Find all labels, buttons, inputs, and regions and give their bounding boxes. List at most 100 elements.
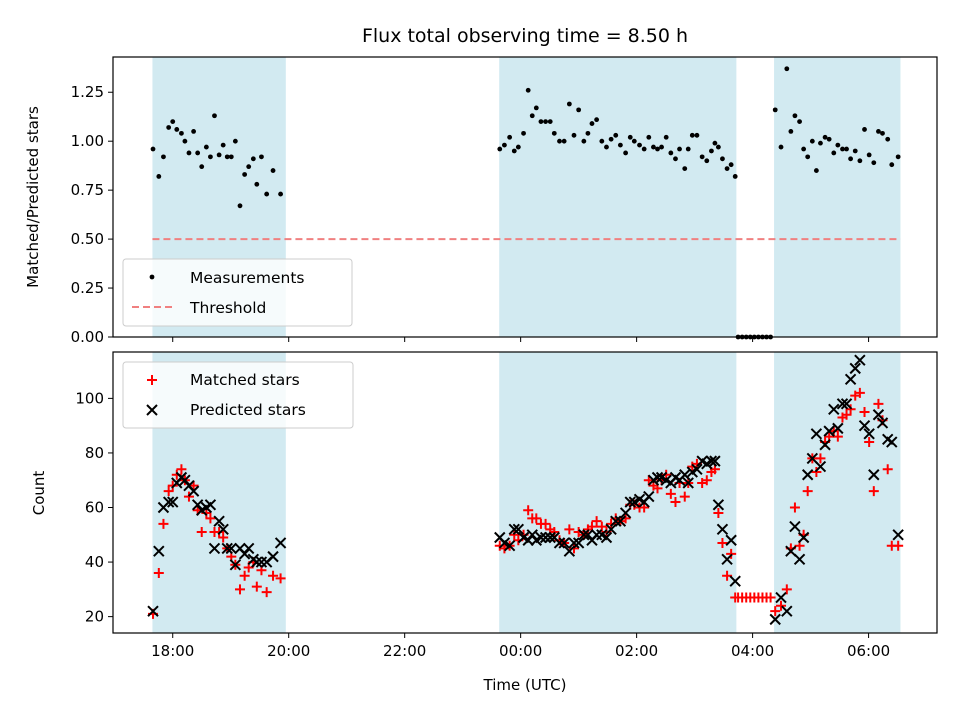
- matched-star-point: [832, 431, 843, 442]
- measurement-point: [581, 138, 587, 144]
- measurement-point: [561, 138, 567, 144]
- measurement-point: [788, 129, 794, 134]
- matched-star-point: [859, 407, 870, 418]
- x-tick-label: 20:00: [267, 642, 310, 660]
- measurement-point: [813, 168, 819, 173]
- matched-star-point: [163, 486, 174, 497]
- matched-star-point: [802, 486, 813, 497]
- measurement-point: [529, 113, 535, 119]
- predicted-star-point: [643, 490, 655, 503]
- predicted-star-point: [785, 545, 797, 557]
- matched-star-point: [713, 507, 724, 518]
- measurement-point: [848, 156, 853, 162]
- predicted-star-point: [814, 460, 827, 473]
- measurement-point: [216, 152, 222, 158]
- predicted-star-point: [725, 534, 737, 546]
- predicted-star-point: [801, 469, 814, 481]
- x-tick-label: 22:00: [383, 642, 426, 660]
- predicted-star-point: [255, 556, 268, 568]
- predicted-star-point: [691, 463, 703, 476]
- measurement-point: [270, 168, 276, 173]
- matched-star-point: [815, 453, 826, 464]
- predicted-star-point: [712, 499, 725, 511]
- predicted-star-point: [682, 477, 694, 489]
- measurement-point: [507, 134, 513, 140]
- predicted-star-point: [614, 515, 627, 527]
- count-panel-frame: [112, 351, 938, 634]
- matched-star-point: [868, 486, 879, 497]
- matched-star-point: [183, 491, 194, 502]
- measurement-point: [604, 144, 609, 150]
- measurement-point: [543, 119, 548, 125]
- measurement-point: [521, 130, 526, 136]
- predicted-star-point: [709, 455, 721, 467]
- measurement-point: [805, 154, 811, 160]
- predicted-star-point: [854, 354, 866, 366]
- y-tick-label: 60: [85, 499, 104, 517]
- x-axis-label: Time (UTC): [483, 676, 567, 694]
- x-tick-label: 02:00: [615, 642, 658, 660]
- matched-star-point: [234, 584, 245, 595]
- matched-star-point: [596, 521, 607, 532]
- predicted-star-point: [849, 362, 861, 375]
- matched-star-point: [882, 464, 893, 475]
- measurement-point: [641, 146, 647, 152]
- matched-star-point: [153, 567, 164, 578]
- predicted-star-point: [828, 403, 840, 415]
- predicted-star-point: [789, 520, 801, 533]
- measurement-point: [655, 146, 660, 152]
- matched-star-point: [171, 469, 182, 480]
- y-tick-label: 1.25: [71, 83, 104, 101]
- measurement-point: [156, 174, 162, 179]
- matched-star-point: [679, 491, 690, 502]
- measurement-point: [778, 144, 784, 150]
- matched-star-point: [776, 600, 787, 611]
- matched-star-point: [601, 527, 612, 538]
- measurement-point: [659, 144, 664, 150]
- measurement-point: [195, 150, 201, 156]
- measurement-point: [852, 148, 858, 154]
- predicted-star-point: [819, 439, 831, 451]
- matched-star-point: [864, 437, 875, 448]
- predicted-star-point: [858, 419, 871, 432]
- predicted-star-point: [204, 499, 217, 511]
- measurement-point: [254, 181, 260, 187]
- predicted-star-point: [876, 417, 889, 429]
- predicted-star-point: [624, 496, 636, 508]
- predicted-star-point: [793, 553, 806, 566]
- measurement-point: [732, 174, 738, 179]
- measurement-point: [876, 129, 881, 134]
- matched-star-point: [540, 518, 551, 529]
- observing-window: [499, 57, 737, 337]
- measurement-point: [792, 113, 798, 119]
- predicted-star-point: [572, 537, 585, 549]
- legend-box: [122, 361, 354, 429]
- measurement-point: [557, 138, 562, 144]
- predicted-star-point: [503, 539, 516, 552]
- matched-star-point: [789, 502, 800, 513]
- matched-star-point: [665, 488, 676, 499]
- ratio-panel: 0.00 0.25 0.50 0.75 1.00 1.25 Matched/Predict…: [24, 56, 938, 346]
- measurement-point: [589, 121, 595, 126]
- predicted-star-point: [267, 550, 279, 563]
- predicted-star-point: [242, 542, 255, 555]
- count-panel-y-axis-label: Count: [30, 471, 48, 516]
- measurement-point: [566, 101, 572, 107]
- predicted-star-point: [729, 575, 741, 587]
- predicted-star-point: [213, 515, 225, 527]
- measurement-point: [631, 138, 637, 144]
- measurement-point: [895, 154, 901, 160]
- legend-measurement-marker: [149, 274, 155, 280]
- matched-star-point: [765, 592, 776, 603]
- matched-star-point: [770, 606, 781, 617]
- measurement-point: [627, 134, 633, 140]
- predicted-star-point: [651, 471, 664, 484]
- matched-star-point: [893, 540, 904, 551]
- predicted-star-point: [251, 556, 263, 568]
- legend-measurements-label: Measurements: [190, 269, 305, 287]
- predicted-star-point: [823, 425, 835, 437]
- measurement-point: [826, 136, 832, 142]
- matched-star-point: [606, 518, 617, 529]
- predicted-star-point: [563, 545, 576, 557]
